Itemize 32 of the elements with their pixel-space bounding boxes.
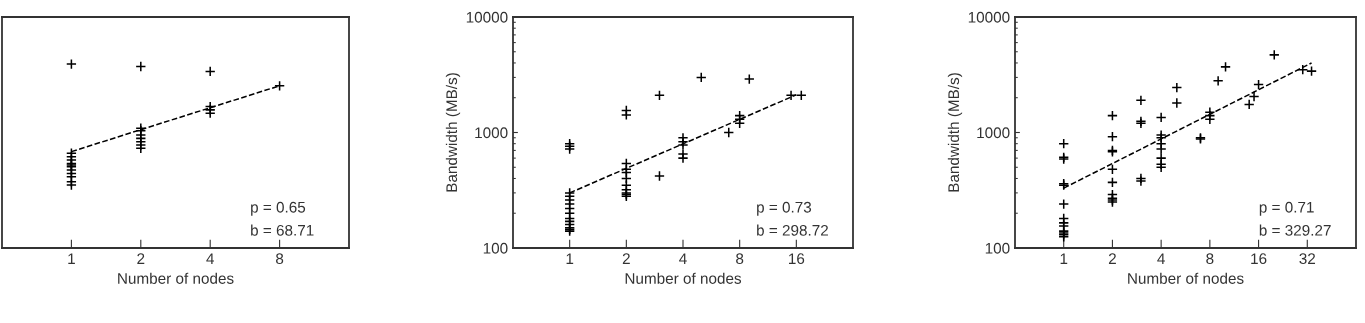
x-tick-label: 1 — [1060, 253, 1068, 264]
x-axis-title: Number of nodes — [625, 272, 742, 284]
x-tick-label: 4 — [206, 253, 214, 264]
x-tick-label: 2 — [1108, 253, 1116, 264]
x-axis-title: Number of nodes — [1128, 272, 1244, 284]
y-tick-label: 1000 — [475, 127, 508, 139]
y-tick-label: 100 — [985, 242, 1010, 254]
annotation: p = 0.71 — [1259, 201, 1314, 216]
x-tick-label: 16 — [1251, 253, 1267, 265]
y-tick-label: 100 — [483, 242, 508, 254]
y-tick-label: 10000 — [968, 11, 1010, 23]
y-axis-title: Bandwidth (MB/s) — [445, 73, 461, 192]
x-tick-label: 4 — [679, 253, 687, 264]
x-tick-label: 1 — [68, 253, 75, 264]
x-tick-label: 16 — [789, 253, 805, 265]
annotation: b = 68.71 — [251, 224, 314, 236]
x-tick-label: 8 — [1206, 253, 1214, 265]
annotation: b = 329.27 — [1259, 224, 1331, 236]
annotation: p = 0.65 — [251, 201, 306, 216]
y-axis-title: Bandwidth (MB/s) — [947, 73, 963, 192]
x-tick-label: 8 — [276, 253, 284, 265]
y-tick-label: 1000 — [977, 127, 1010, 139]
x-tick-label: 1 — [566, 253, 574, 264]
x-tick-label: 32 — [1299, 253, 1316, 265]
y-tick-label: 10000 — [466, 11, 508, 23]
x-tick-label: 8 — [736, 253, 744, 265]
x-tick-label: 2 — [622, 253, 630, 264]
annotation: p = 0.73 — [757, 201, 812, 216]
x-tick-label: 2 — [137, 253, 145, 264]
annotation: b = 298.72 — [757, 224, 828, 236]
x-tick-label: 4 — [1157, 253, 1165, 264]
x-axis-title: Number of nodes — [118, 272, 234, 284]
